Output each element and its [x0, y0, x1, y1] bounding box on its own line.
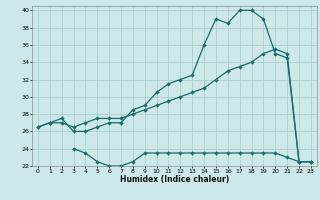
X-axis label: Humidex (Indice chaleur): Humidex (Indice chaleur): [120, 175, 229, 184]
